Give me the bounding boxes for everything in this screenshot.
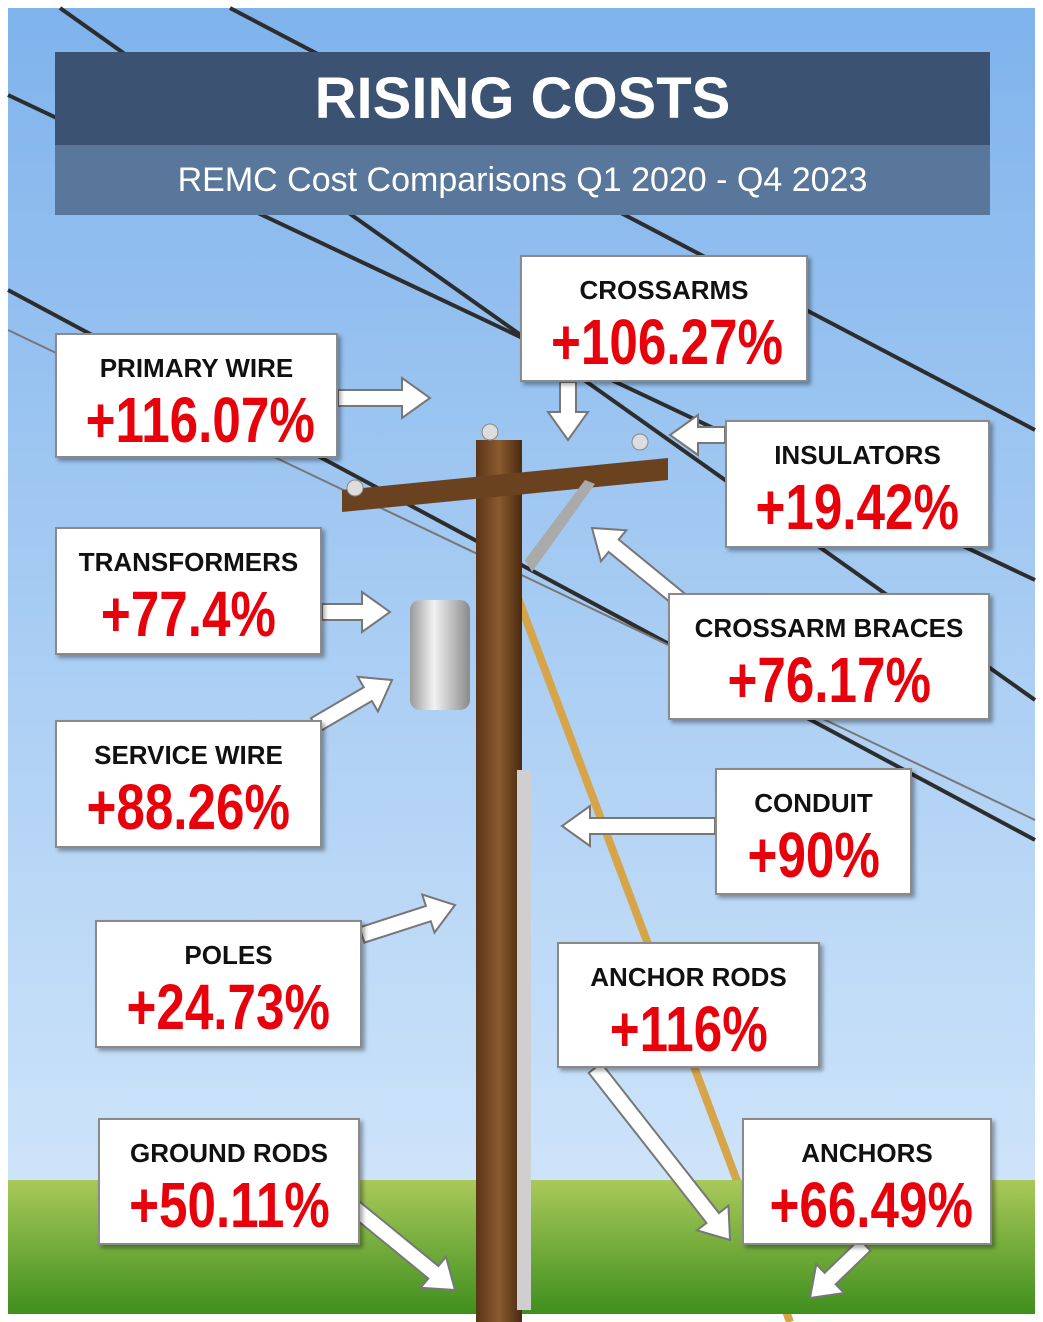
callout: SERVICE WIRE+88.26% (55, 720, 322, 848)
callout-label: POLES (97, 940, 360, 971)
infographic: RISING COSTS REMC Cost Comparisons Q1 20… (0, 0, 1043, 1322)
callout-value: +116.07% (86, 384, 315, 456)
callout: ANCHOR RODS+116% (557, 942, 820, 1068)
callout: INSULATORS+19.42% (725, 420, 990, 548)
callout: CROSSARM BRACES+76.17% (668, 593, 990, 720)
callout: POLES+24.73% (95, 920, 362, 1048)
callout: ANCHORS+66.49% (742, 1118, 992, 1245)
callout-label: INSULATORS (727, 440, 988, 471)
pole (476, 440, 522, 1322)
callout-label: CONDUIT (717, 788, 910, 819)
callout: TRANSFORMERS+77.4% (55, 527, 322, 655)
callout-value: +90% (747, 819, 879, 891)
transformer (410, 600, 470, 710)
callout-value: +50.11% (129, 1169, 330, 1241)
callout-label: CROSSARM BRACES (670, 613, 988, 644)
callout-label: CROSSARMS (522, 275, 806, 306)
callout-value: +24.73% (127, 971, 331, 1043)
callout-value: +77.4% (101, 578, 276, 650)
callout-label: PRIMARY WIRE (57, 353, 336, 384)
callout-label: TRANSFORMERS (57, 547, 320, 578)
title: RISING COSTS (55, 52, 990, 145)
callout-value: +76.17% (727, 644, 931, 716)
callout-value: +88.26% (87, 771, 291, 843)
callout-label: ANCHORS (744, 1138, 990, 1169)
callout-label: ANCHOR RODS (559, 962, 818, 993)
callout: CONDUIT+90% (715, 768, 912, 895)
callout: GROUND RODS+50.11% (98, 1118, 360, 1245)
callout: CROSSARMS+106.27% (520, 255, 808, 382)
conduit (517, 770, 531, 1310)
callout-value: +116% (609, 993, 767, 1065)
callout-value: +19.42% (756, 471, 960, 543)
callout-value: +106.27% (551, 306, 783, 378)
subtitle: REMC Cost Comparisons Q1 2020 - Q4 2023 (55, 145, 990, 215)
callout-label: SERVICE WIRE (57, 740, 320, 771)
callout: PRIMARY WIRE+116.07% (55, 333, 338, 458)
callout-label: GROUND RODS (100, 1138, 358, 1169)
callout-value: +66.49% (769, 1169, 973, 1241)
